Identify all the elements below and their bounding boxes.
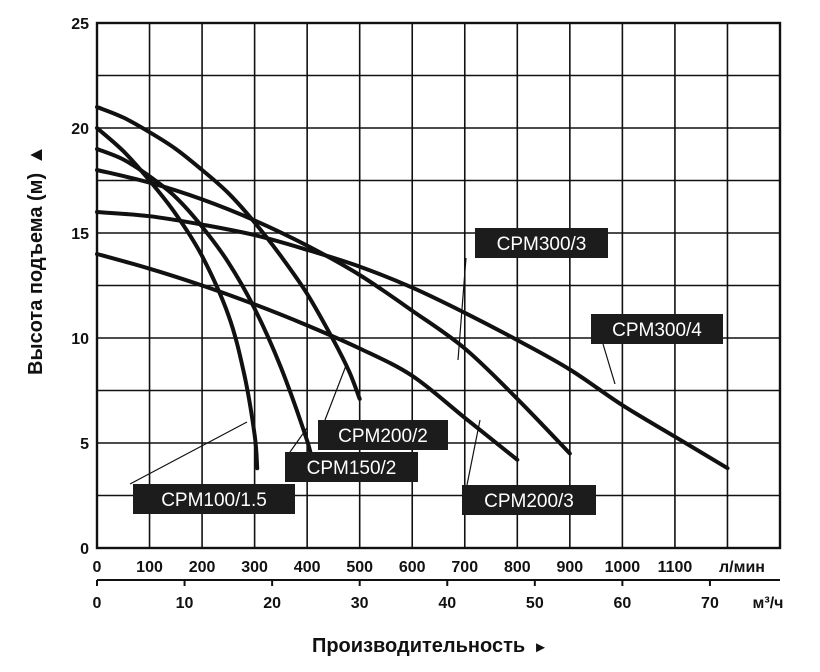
curve-cpm200-3 xyxy=(95,252,520,462)
x-tick-label: 0 xyxy=(93,559,102,576)
curve-labels: CPM300/3 CPM300/4 CPM200/2 CPM150/2 CPM100/1… xyxy=(133,228,723,515)
label-box-cpm200-3 xyxy=(462,485,596,515)
x-unit-secondary: м³/ч xyxy=(753,595,784,612)
leader-line-cpm100-1-5 xyxy=(129,421,248,485)
label-box-cpm200-2 xyxy=(318,420,448,450)
y-tick-label: 15 xyxy=(71,226,89,243)
label-cpm150-2: CPM150/2 xyxy=(307,458,397,479)
x-axis-title: Производительность ► xyxy=(312,635,548,657)
y-tick-label: 5 xyxy=(80,436,89,453)
x-tick-label: 900 xyxy=(556,559,583,576)
label-box-cpm150-2 xyxy=(285,452,418,482)
x-tick-label: 100 xyxy=(136,559,163,576)
label-cpm200-3: CPM200/3 xyxy=(484,491,574,512)
x-tick-label: 500 xyxy=(346,559,373,576)
x-tick-label: 400 xyxy=(294,559,321,576)
curve-cpm150-2 xyxy=(95,147,315,466)
x-secondary-tick-label: 70 xyxy=(701,595,719,612)
x-tick-label: 300 xyxy=(241,559,268,576)
y-tick-label: 0 xyxy=(80,541,89,558)
x-tick-label: 1000 xyxy=(605,559,641,576)
y-tick-label: 10 xyxy=(71,331,89,348)
curve-cpm300-4 xyxy=(95,210,730,471)
x-secondary-tick-label: 0 xyxy=(93,595,102,612)
y-tick-label: 25 xyxy=(71,16,89,33)
curve-cpm300-3 xyxy=(95,168,572,456)
curve-cpm200-2 xyxy=(95,105,362,401)
leader-line-cpm200-3 xyxy=(466,419,481,486)
leader-line-cpm200-2 xyxy=(324,362,348,421)
y-axis-title: Высота подъема (м)▲ xyxy=(25,145,47,375)
label-cpm300-3: CPM300/3 xyxy=(497,234,587,255)
x-tick-label: 700 xyxy=(451,559,478,576)
label-cpm300-4: CPM300/4 xyxy=(612,320,702,341)
label-box-cpm300-3 xyxy=(475,228,608,258)
label-cpm100-1-5: CPM100/1.5 xyxy=(161,490,267,511)
x-tick-label: 800 xyxy=(504,559,531,576)
x-unit-primary: л/мин xyxy=(719,559,765,576)
y-tick-label: 20 xyxy=(71,121,89,138)
label-cpm200-2: CPM200/2 xyxy=(338,426,428,447)
x-secondary-tick-label: 50 xyxy=(526,595,544,612)
label-leaders xyxy=(129,257,616,486)
label-box-cpm100-1-5 xyxy=(133,484,295,514)
x-secondary-tick-label: 60 xyxy=(613,595,631,612)
x-secondary-tick-label: 20 xyxy=(263,595,281,612)
x-secondary-tick-label: 30 xyxy=(351,595,369,612)
leader-line-cpm300-3 xyxy=(457,257,467,361)
plot-frame xyxy=(95,21,782,550)
x-secondary-tick-label: 40 xyxy=(438,595,456,612)
leader-line-cpm150-2 xyxy=(289,427,308,453)
x-tick-label: 200 xyxy=(189,559,216,576)
label-box-cpm300-4 xyxy=(591,314,723,344)
curve-cpm100-1-5 xyxy=(95,126,260,471)
x-tick-label: 1100 xyxy=(658,559,693,576)
x-tick-label: 600 xyxy=(399,559,426,576)
curves xyxy=(95,105,730,471)
x-secondary-tick-label: 10 xyxy=(176,595,194,612)
leader-line-cpm300-4 xyxy=(602,343,616,385)
